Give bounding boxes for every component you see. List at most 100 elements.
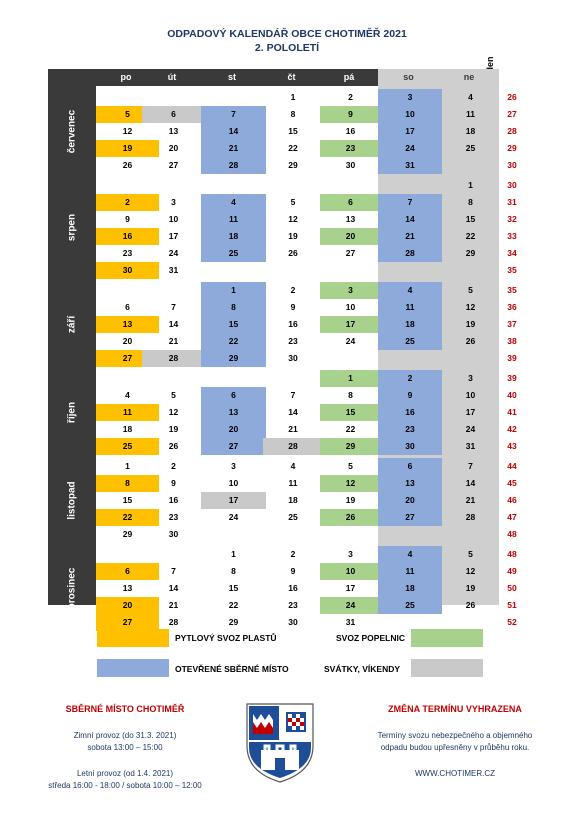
day-highlight [378,211,442,228]
day-cell: 16 [405,407,415,417]
day-cell: 19 [345,495,356,505]
day-cell: 18 [122,424,133,434]
day-highlight [201,194,266,211]
day-cell: 11 [123,407,132,417]
day-highlight [96,140,159,157]
day-cell: 8 [231,302,236,312]
day-cell: 7 [231,109,236,119]
day-cell: 16 [122,231,133,241]
day-cell: 21 [288,424,298,434]
day-highlight [201,123,266,140]
day-cell: 15 [228,319,239,329]
day-cell: 13 [122,583,133,593]
month-label: srpen [66,213,78,242]
week-number: 48 [507,529,517,539]
day-highlight [378,157,442,174]
day-cell: 15 [345,407,356,417]
day-cell: 4 [407,285,413,295]
week-number: 49 [507,566,517,576]
day-cell: 30 [168,529,179,539]
week-number: 26 [507,92,517,102]
day-cell: 2 [171,461,176,471]
day-cell: 26 [122,160,133,170]
week-number: 35 [507,265,517,275]
day-cell: 19 [465,583,476,593]
day-cell: 6 [125,302,130,312]
day-cell: 17 [405,126,415,136]
day-cell: 16 [345,126,356,136]
legend-popelnice-swatch [411,629,483,647]
day-cell: 12 [345,478,356,488]
day-highlight [96,614,159,631]
week-number: 48 [507,549,517,559]
day-cell: 28 [168,353,179,363]
day-cell: 24 [228,512,239,522]
day-cell: 3 [171,197,176,207]
day-highlight [378,106,442,123]
day-cell: 8 [348,390,353,400]
day-cell: 31 [405,160,415,170]
day-cell: 29 [228,353,239,363]
day-cell: 7 [407,197,413,207]
day-cell: 27 [122,353,133,363]
day-cell: 3 [468,373,473,383]
day-cell: 22 [122,512,133,522]
day-cell: 26 [168,441,179,451]
day-highlight [201,387,266,404]
day-cell: 6 [125,566,130,576]
day-highlight [96,509,159,526]
day-cell: 15 [228,583,239,593]
day-cell: 18 [405,583,415,593]
week-number: 27 [507,109,517,119]
day-cell: 14 [288,407,298,417]
day-cell: 29 [228,617,239,627]
day-highlight [201,404,266,421]
week-number: 51 [507,600,517,610]
day-cell: 24 [465,424,476,434]
month-band [48,69,96,605]
day-highlight [378,228,442,245]
day-highlight [201,421,266,438]
website-link[interactable]: WWW.CHOTIMER.CZ [415,769,495,778]
day-highlight [201,157,266,174]
week-number: 42 [507,424,517,434]
day-highlight [96,438,159,455]
day-highlight [378,316,442,333]
day-highlight [96,316,159,333]
day-cell: 19 [465,319,476,329]
day-highlight [201,245,266,262]
week-number: 35 [507,285,517,295]
day-cell: 5 [125,109,130,119]
day-highlight [96,563,159,580]
day-highlight [320,228,381,245]
day-cell: 10 [345,566,356,576]
day-cell: 30 [405,441,415,451]
day-cell: 27 [122,617,133,627]
legend-svatek-label: SVÁTKY, VÍKENDY [324,664,401,674]
day-highlight [378,458,442,475]
day-cell: 11 [466,109,475,119]
day-cell: 18 [465,126,476,136]
legend-sberne-swatch [97,659,169,677]
week-number: 29 [507,143,517,153]
day-cell: 7 [290,390,296,400]
day-cell: 25 [405,336,415,346]
day-cell: 13 [345,214,356,224]
change-reserved-title: ZMĚNA TERMÍNU VYHRAZENA [388,704,522,714]
day-cell: 11 [229,214,238,224]
day-cell: 1 [231,285,236,295]
day-cell: 23 [168,512,179,522]
day-cell: 5 [290,197,296,207]
day-cell: 20 [122,336,133,346]
day-cell: 30 [345,160,356,170]
day-cell: 9 [290,566,296,576]
day-cell: 25 [122,441,133,451]
calendar-grid: po út st čt pá so ne 1 2 3 4 26 5 6 7 8 9 10 11 27 12 13 14 15 1… [48,69,517,631]
legend-svatek-swatch [411,659,483,677]
day-highlight [320,140,381,157]
week-number: 39 [507,353,517,363]
day-cell: 9 [290,302,296,312]
day-cell: 28 [405,248,415,258]
day-cell: 12 [122,126,133,136]
day-cell: 27 [228,441,239,451]
